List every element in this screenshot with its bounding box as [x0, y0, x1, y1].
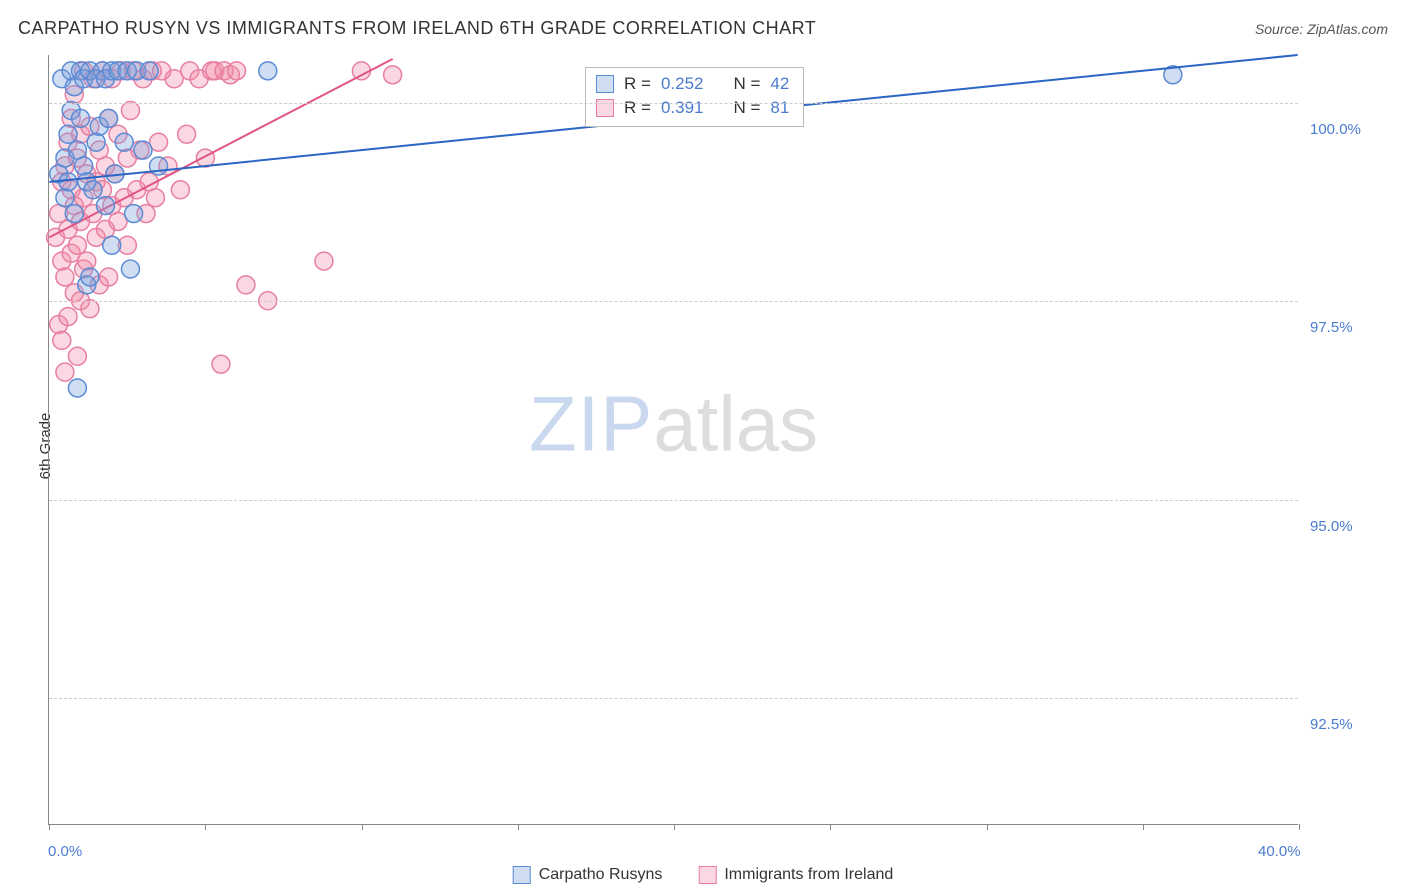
correlation-stats-box: R = 0.252 N = 42 R = 0.391 N = 81: [585, 67, 804, 127]
n-value-pink: 81: [770, 98, 789, 118]
stats-row-pink: R = 0.391 N = 81: [596, 96, 789, 120]
r-label: R =: [624, 98, 651, 118]
legend-swatch-pink: [698, 866, 716, 884]
chart-title: CARPATHO RUSYN VS IMMIGRANTS FROM IRELAN…: [18, 18, 816, 39]
legend-item-blue: Carpatho Rusyns: [513, 866, 663, 884]
x-tick-label: 0.0%: [48, 843, 82, 860]
bottom-legend: Carpatho Rusyns Immigrants from Ireland: [513, 866, 894, 884]
legend-label-pink: Immigrants from Ireland: [724, 866, 893, 884]
chart-svg: [49, 55, 1298, 824]
n-label: N =: [733, 98, 760, 118]
r-value-pink: 0.391: [661, 98, 704, 118]
y-tick-label: 97.5%: [1310, 319, 1353, 336]
stats-row-blue: R = 0.252 N = 42: [596, 72, 789, 96]
y-tick-label: 95.0%: [1310, 518, 1353, 535]
r-value-blue: 0.252: [661, 74, 704, 94]
legend-item-pink: Immigrants from Ireland: [698, 866, 893, 884]
legend-swatch-blue: [513, 866, 531, 884]
scatter-plot-area: ZIPatlas R = 0.252 N = 42 R = 0.391 N = …: [48, 55, 1298, 825]
y-tick-label: 100.0%: [1310, 121, 1361, 138]
x-tick-label: 40.0%: [1258, 843, 1301, 860]
r-label: R =: [624, 74, 651, 94]
y-tick-label: 92.5%: [1310, 716, 1353, 733]
source-attribution: Source: ZipAtlas.com: [1255, 21, 1388, 37]
n-value-blue: 42: [770, 74, 789, 94]
n-label: N =: [733, 74, 760, 94]
swatch-blue: [596, 75, 614, 93]
legend-label-blue: Carpatho Rusyns: [539, 866, 663, 884]
